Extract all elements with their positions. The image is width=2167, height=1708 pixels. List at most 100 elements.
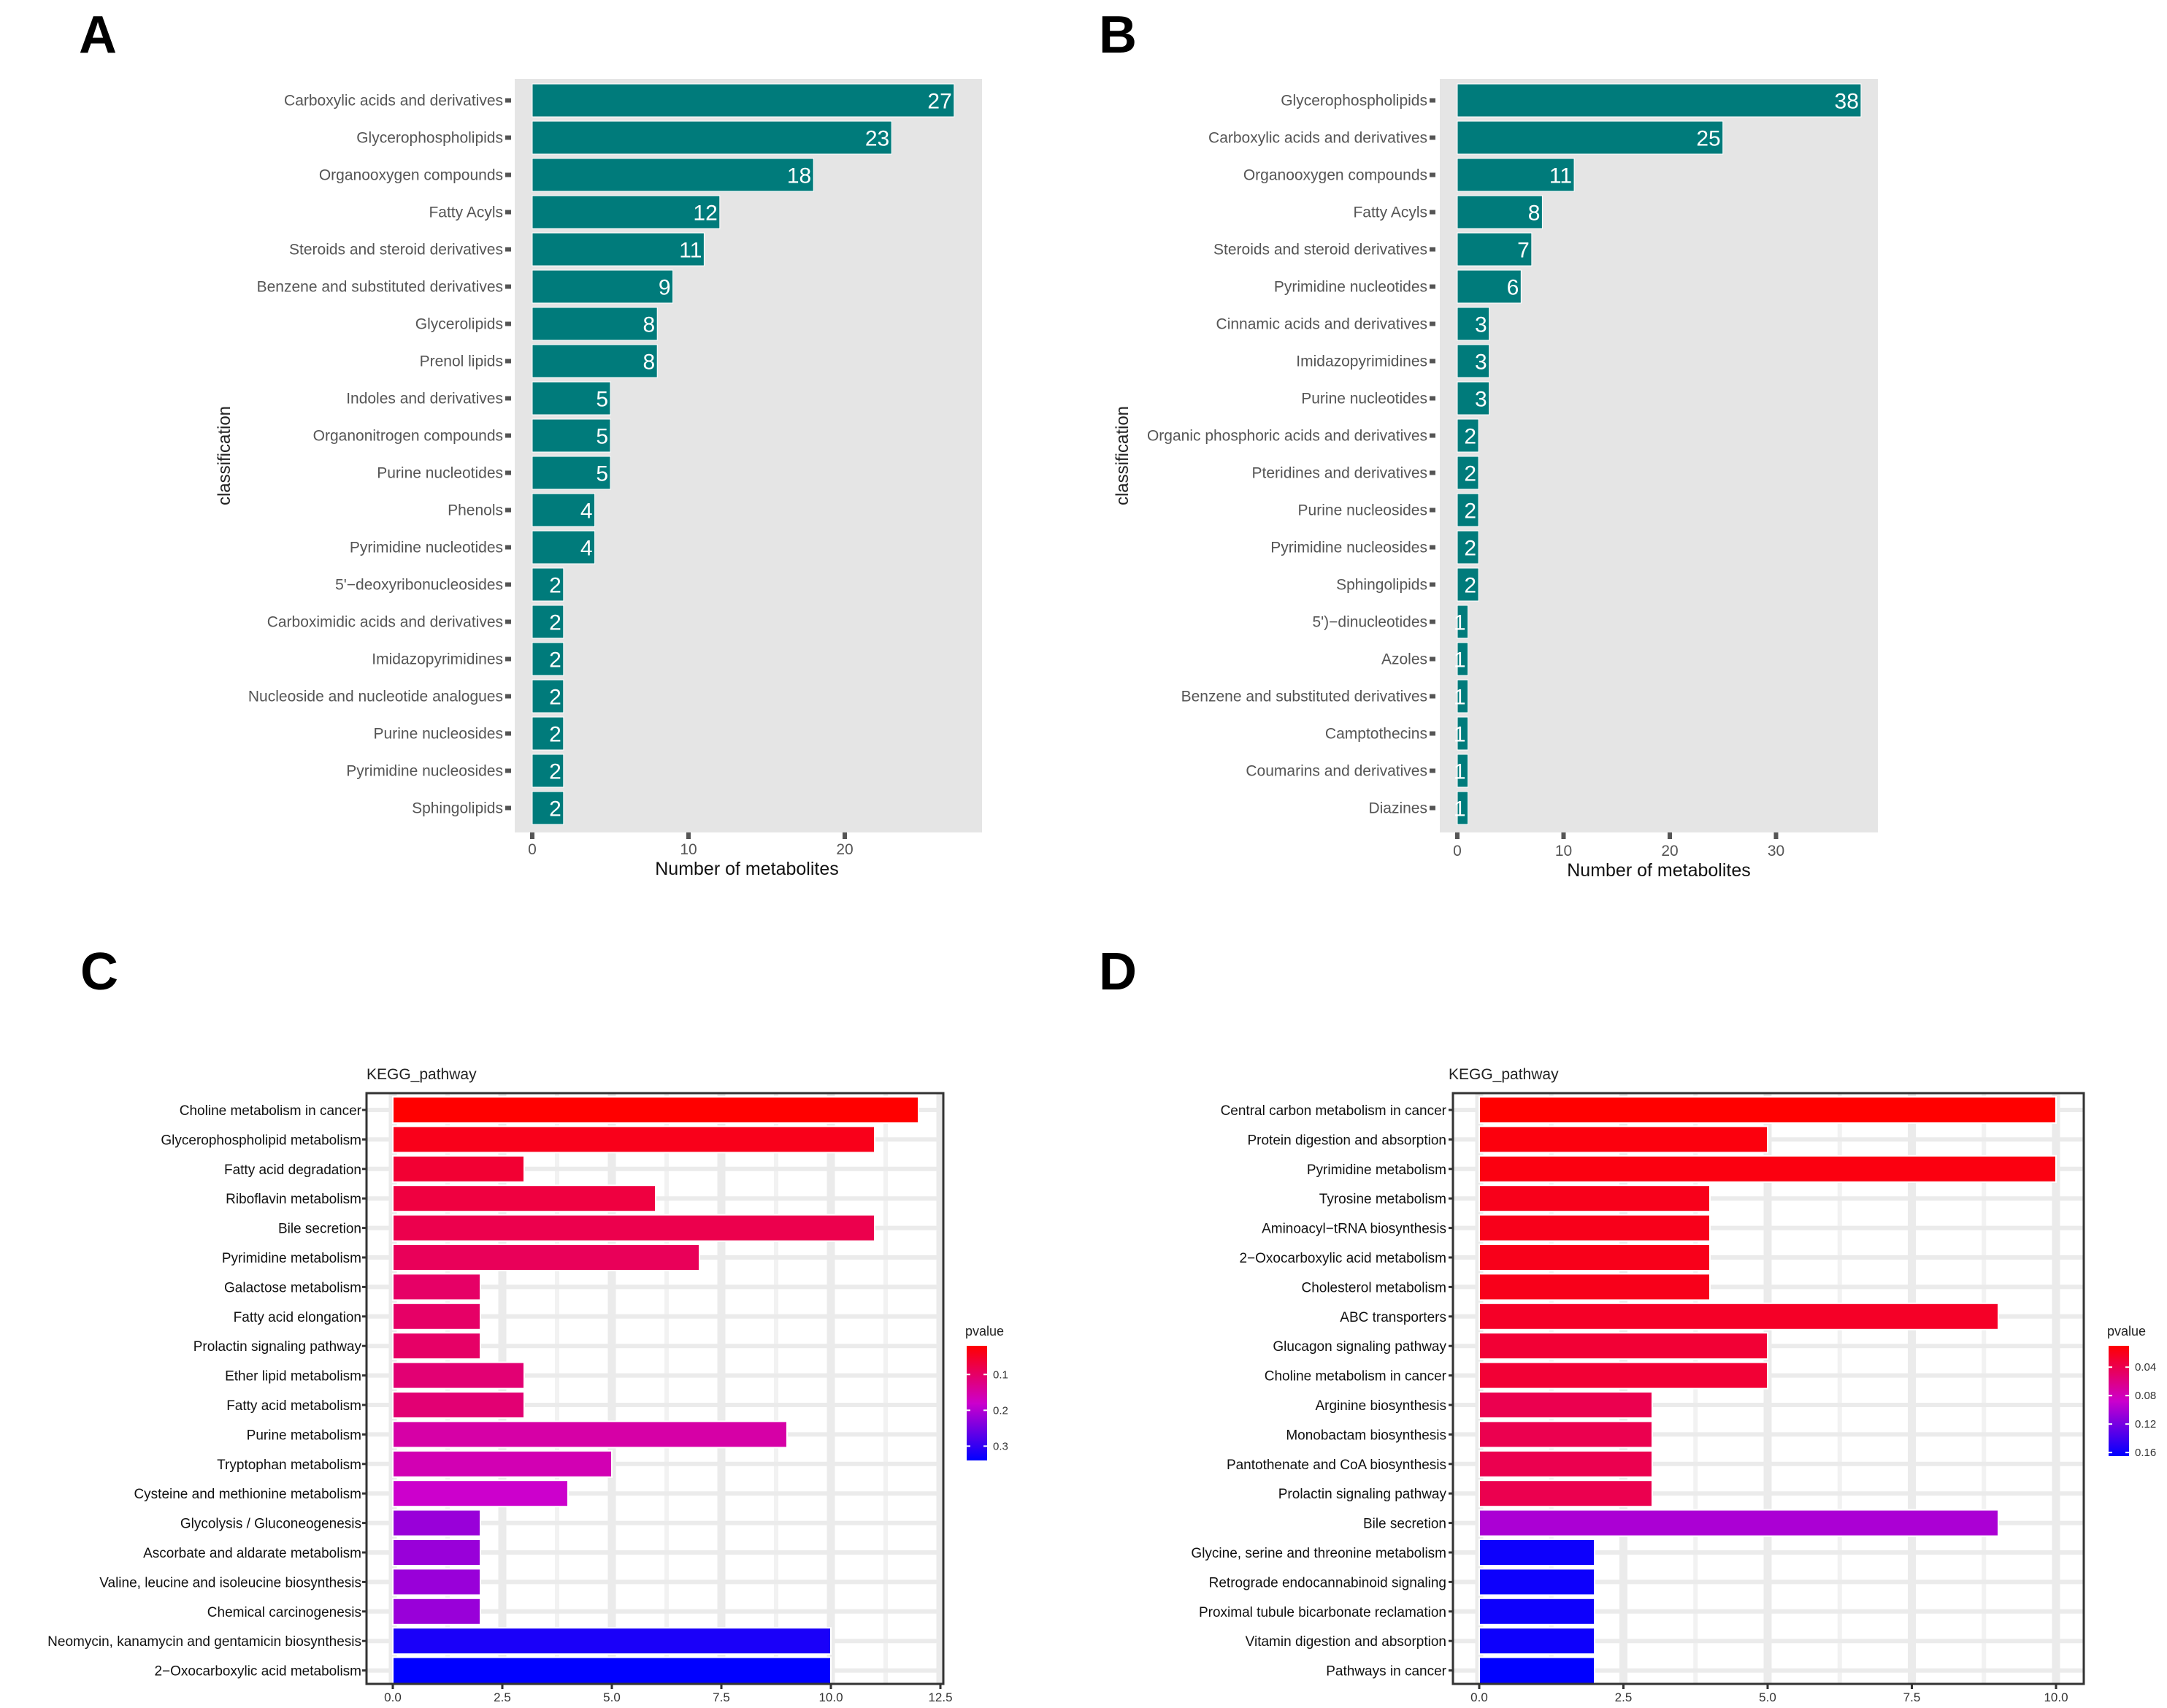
category-label: Cinnamic acids and derivatives xyxy=(1216,316,1427,333)
bar xyxy=(392,1361,525,1390)
legend-ticks: 0.1 0.2 0.3 xyxy=(967,1368,1008,1452)
category-label: ABC transporters xyxy=(1340,1310,1446,1325)
category-label: Prolactin signaling pathway xyxy=(1278,1487,1447,1502)
category-label: Bile secretion xyxy=(1363,1517,1446,1532)
x-tick-label: 0.0 xyxy=(384,1690,402,1704)
bar xyxy=(532,120,892,155)
category-label: Fatty acid degradation xyxy=(224,1163,361,1178)
panel-letter-c: C xyxy=(80,943,118,1001)
bar xyxy=(392,1184,656,1213)
category-label: Glycolysis / Gluconeogenesis xyxy=(180,1517,361,1532)
category-label: Fatty Acyls xyxy=(1353,204,1427,221)
category-label: Steroids and steroid derivatives xyxy=(1213,242,1427,259)
data-label: 1 xyxy=(1454,686,1466,710)
legend-tick-label: 0.3 xyxy=(993,1440,1008,1452)
data-label: 5 xyxy=(596,425,608,449)
data-label: 2 xyxy=(549,686,561,710)
bar xyxy=(1457,418,1479,453)
x-tick-label: 7.5 xyxy=(1903,1690,1921,1704)
category-label: Purine nucleosides xyxy=(1298,502,1427,519)
data-label: 18 xyxy=(787,164,811,188)
category-label: Aminoacyl−tRNA biosynthesis xyxy=(1262,1222,1446,1237)
category-label: Pyrimidine nucleosides xyxy=(346,763,503,780)
legend-tick-label: 0.12 xyxy=(2135,1418,2156,1431)
x-tick-label: 10.0 xyxy=(2044,1690,2068,1704)
bar xyxy=(392,1420,788,1449)
x-tick-label: 12.5 xyxy=(928,1690,952,1704)
data-label: 4 xyxy=(580,537,593,561)
panel-letter-a: A xyxy=(79,6,117,64)
bar xyxy=(392,1539,481,1566)
bars-group xyxy=(532,83,955,825)
bar xyxy=(532,158,814,192)
data-label: 2 xyxy=(1464,425,1476,449)
legend-tick-label: 0.16 xyxy=(2135,1447,2156,1459)
data-label: 1 xyxy=(1454,611,1466,635)
category-label: Organooxygen compounds xyxy=(1243,167,1427,184)
category-label: Central carbon metabolism in cancer xyxy=(1221,1103,1447,1119)
bar xyxy=(532,754,564,788)
bar xyxy=(1478,1539,1595,1566)
bars-group xyxy=(392,1096,919,1685)
bar xyxy=(1478,1125,1768,1154)
category-label: Glucagon signaling pathway xyxy=(1273,1339,1446,1355)
data-label: 2 xyxy=(1464,499,1476,524)
category-label: Glycerolipids xyxy=(415,316,503,333)
bar xyxy=(532,679,564,713)
category-label: Ether lipid metabolism xyxy=(225,1369,361,1385)
pvalue-legend: pvalue 0.1 0.2 0.3 xyxy=(965,1324,1008,1460)
x-tick-label: 2.5 xyxy=(1615,1690,1633,1704)
data-label: 2 xyxy=(1464,537,1476,561)
data-label: 3 xyxy=(1475,313,1487,337)
x-tick-label: 30 xyxy=(1768,843,1784,859)
bar xyxy=(532,642,564,676)
bar xyxy=(392,1597,481,1625)
data-label: 3 xyxy=(1475,388,1487,412)
data-label: 1 xyxy=(1454,760,1466,784)
category-label: Choline metabolism in cancer xyxy=(1265,1369,1447,1385)
chart-panel-a: 27 Carboxylic acids and derivatives 23 Glyc… xyxy=(215,79,982,879)
bar xyxy=(1478,1420,1653,1449)
category-label: Glycerophospholipid metabolism xyxy=(161,1133,361,1148)
bar xyxy=(1457,269,1522,304)
legend-colorbar xyxy=(2109,1346,2129,1456)
category-label: 2−Oxocarboxylic acid metabolism xyxy=(154,1664,361,1680)
category-label: Carboxylic acids and derivatives xyxy=(1208,130,1427,147)
x-tick-label: 0 xyxy=(528,841,537,858)
bar xyxy=(532,83,955,118)
bar xyxy=(1478,1273,1711,1301)
category-label: Diazines xyxy=(1368,800,1427,817)
bar xyxy=(1478,1096,2057,1124)
data-label: 2 xyxy=(549,760,561,784)
category-label: Carboximidic acids and derivatives xyxy=(267,614,503,631)
x-tick-label: 2.5 xyxy=(494,1690,511,1704)
plot-background xyxy=(515,79,982,832)
legend-tick-label: 0.04 xyxy=(2135,1361,2156,1374)
data-label: 2 xyxy=(549,574,561,598)
data-label: 8 xyxy=(643,351,656,375)
bar xyxy=(1478,1154,2057,1183)
bar xyxy=(392,1568,481,1596)
data-label: 5 xyxy=(596,388,608,412)
plot-border xyxy=(365,1092,945,1685)
category-label: Coumarins and derivatives xyxy=(1246,763,1427,780)
bar xyxy=(392,1214,875,1242)
category-label: Imidazopyrimidines xyxy=(1296,353,1427,370)
chart-panel-d: KEGG_pathway Central carbon metabolism i… xyxy=(1191,1066,2156,1704)
category-label: Proximal tubule bicarbonate reclamation xyxy=(1199,1605,1446,1620)
bar xyxy=(1457,120,1724,155)
data-label: 2 xyxy=(1464,574,1476,598)
data-label: 2 xyxy=(549,797,561,822)
bar xyxy=(392,1096,919,1124)
bar xyxy=(1457,791,1469,825)
bar xyxy=(1457,195,1543,229)
category-label: Pathways in cancer xyxy=(1326,1664,1446,1680)
data-label: 3 xyxy=(1475,351,1487,375)
category-label: Purine metabolism xyxy=(247,1428,361,1443)
labels-group: 27 Carboxylic acids and derivatives 23 Glyc… xyxy=(248,90,952,859)
bar xyxy=(392,1391,525,1419)
category-label: Indoles and derivatives xyxy=(346,391,503,407)
category-label: Valine, leucine and isoleucine biosynthe… xyxy=(99,1575,361,1590)
bar xyxy=(1457,307,1490,341)
